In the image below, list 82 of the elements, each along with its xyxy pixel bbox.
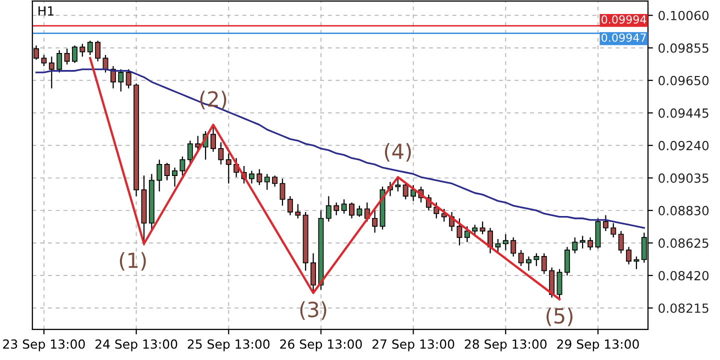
ref-line-label: 0.09994 bbox=[602, 15, 646, 24]
candlestick bbox=[72, 44, 78, 64]
annotation: (1) bbox=[120, 252, 146, 271]
candlestick bbox=[172, 167, 178, 188]
candlestick bbox=[87, 40, 93, 56]
candlestick bbox=[572, 236, 578, 254]
y-tick-label: 0.08830 bbox=[658, 206, 709, 216]
candlestick bbox=[480, 220, 486, 235]
annotation: (5) bbox=[546, 308, 572, 326]
candlestick bbox=[287, 196, 293, 216]
candlestick bbox=[295, 204, 301, 219]
y-tick-label: 0.09445 bbox=[658, 108, 708, 118]
y-tick-label: 0.08420 bbox=[658, 270, 709, 280]
candlestick bbox=[48, 56, 54, 89]
candlestick bbox=[502, 234, 508, 251]
candlestick bbox=[556, 268, 562, 300]
candlestick bbox=[541, 252, 547, 274]
candlestick bbox=[634, 256, 640, 270]
y-tick-label: 0.09240 bbox=[658, 140, 709, 150]
candlestick bbox=[526, 256, 532, 272]
candlestick bbox=[356, 205, 362, 218]
x-tick-label: 23 Sep 13:00 bbox=[3, 339, 85, 352]
candlestick bbox=[280, 178, 286, 206]
candlestick bbox=[372, 210, 378, 234]
ref-line-label: 0.09947 bbox=[602, 33, 646, 42]
candlestick bbox=[210, 124, 216, 152]
candlestick bbox=[218, 142, 224, 165]
candlestick bbox=[602, 214, 608, 232]
candlestick bbox=[334, 202, 340, 216]
candlestick bbox=[272, 174, 278, 188]
x-tick-label: 28 Sep 13:00 bbox=[464, 339, 547, 352]
candlestick bbox=[402, 181, 408, 200]
candlestick bbox=[610, 222, 616, 238]
candlestick bbox=[618, 230, 624, 254]
x-tick-label: 24 Sep 13:00 bbox=[95, 339, 178, 352]
candlestick bbox=[326, 196, 332, 222]
candlestick bbox=[248, 170, 254, 184]
y-tick-label: 0.08625 bbox=[658, 238, 708, 248]
y-tick-label: 0.09035 bbox=[658, 173, 708, 183]
candlestick bbox=[118, 68, 124, 92]
candlestick bbox=[126, 68, 132, 89]
candlestick bbox=[349, 202, 354, 219]
annotation: (2) bbox=[200, 90, 226, 110]
candlestick bbox=[180, 156, 186, 176]
candlestick bbox=[588, 236, 594, 251]
candlestick bbox=[534, 252, 540, 267]
candlestick bbox=[264, 173, 270, 190]
candlestick bbox=[256, 168, 262, 186]
y-tick-label: 0.09855 bbox=[658, 43, 708, 53]
candlestick bbox=[488, 227, 493, 254]
candlestick bbox=[510, 236, 516, 257]
candlestick bbox=[226, 152, 232, 184]
x-tick-label: 26 Sep 13:00 bbox=[280, 339, 362, 352]
candlestick bbox=[464, 226, 470, 243]
candlestick bbox=[341, 198, 347, 214]
candlestick bbox=[164, 162, 170, 181]
x-tick-label: 27 Sep 13:00 bbox=[372, 339, 454, 352]
candlestick bbox=[626, 246, 632, 265]
candlestick bbox=[41, 54, 47, 67]
candlestick bbox=[310, 252, 316, 294]
y-tick-label: 0.08215 bbox=[658, 303, 708, 313]
candlestick bbox=[495, 238, 501, 254]
candlestick bbox=[156, 159, 162, 192]
candlestick bbox=[580, 235, 586, 250]
line-series bbox=[89, 57, 561, 300]
candlestick bbox=[80, 43, 86, 58]
y-tick-label: 0.10060 bbox=[658, 10, 709, 20]
candlestick bbox=[456, 218, 462, 246]
candlestick bbox=[549, 266, 555, 298]
annotation: (3) bbox=[300, 301, 326, 320]
annotation: (4) bbox=[384, 143, 411, 162]
x-tick-label: 25 Sep 13:00 bbox=[188, 339, 270, 352]
candlestick bbox=[187, 140, 193, 165]
x-tick-label: 29 Sep 13:00 bbox=[557, 339, 639, 352]
chart-title: H1 bbox=[38, 6, 54, 16]
candlestick bbox=[56, 50, 62, 74]
candlestick bbox=[95, 40, 101, 62]
candlestick bbox=[564, 246, 570, 276]
candlestick bbox=[64, 48, 70, 66]
candlestick bbox=[518, 250, 524, 267]
y-tick-label: 0.09650 bbox=[658, 76, 709, 86]
candlestick bbox=[395, 176, 401, 192]
